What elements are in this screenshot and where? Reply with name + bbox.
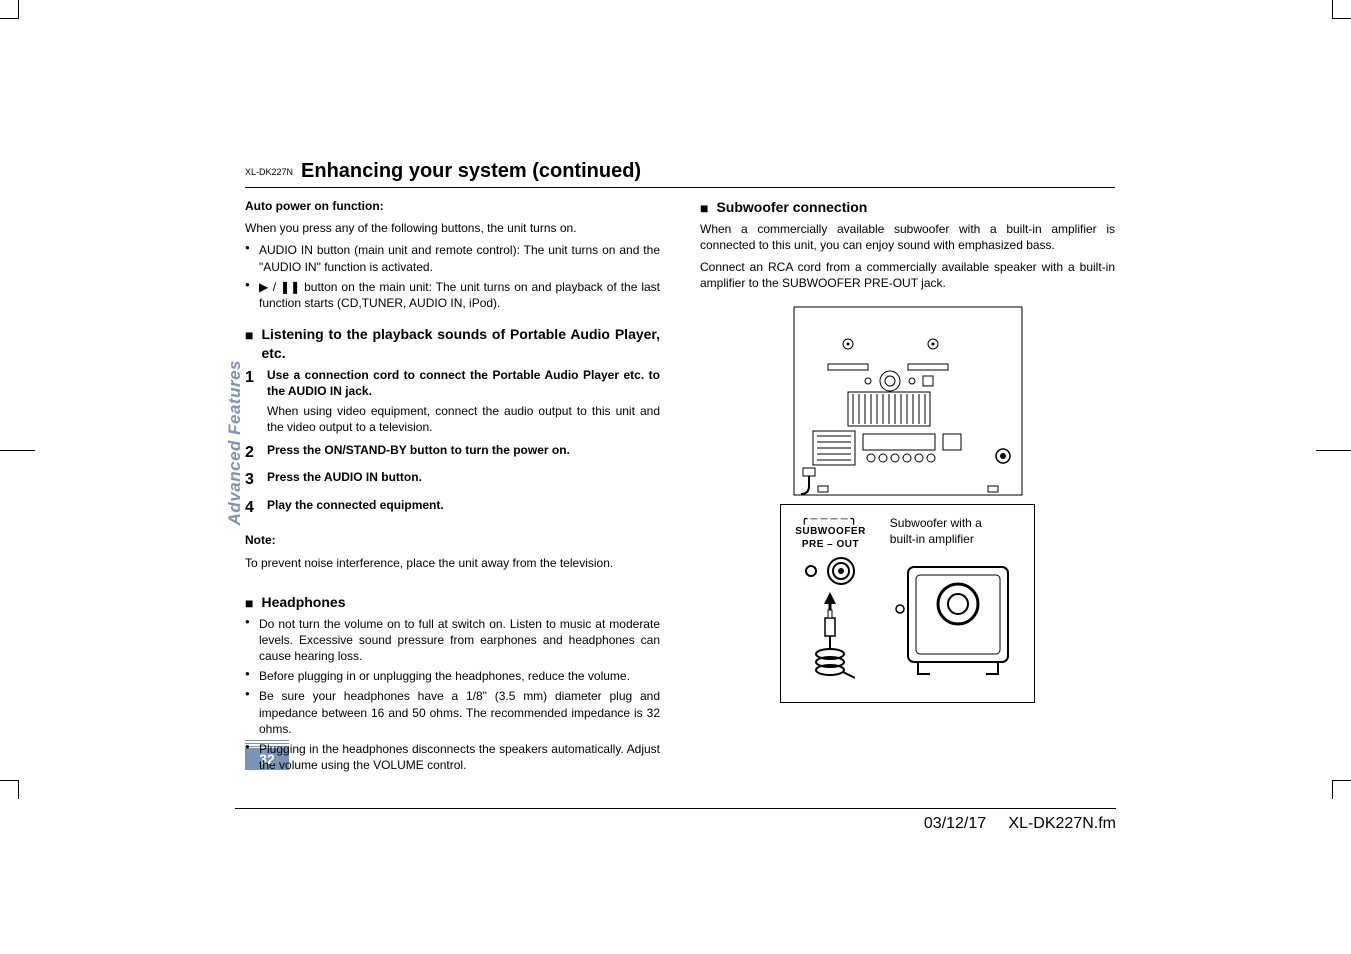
preout-label-top: SUBWOOFER (795, 525, 866, 539)
square-bullet-icon: ■ (245, 596, 253, 610)
headphones-bullets: Do not turn the volume on to full at swi… (245, 616, 660, 774)
preout-label-bottom: PRE – OUT (802, 538, 859, 552)
listening-heading: Listening to the playback sounds of Port… (261, 325, 660, 363)
step-title: Use a connection cord to connect the Por… (267, 367, 660, 399)
subwoofer-caption: Subwoofer with a built-in amplifier (890, 515, 982, 547)
subwoofer-speaker-icon (890, 559, 1020, 679)
rca-cable-icon (805, 592, 855, 692)
subwoofer-preout-box: ╭────╮ SUBWOOFER PRE – OUT (780, 504, 1035, 703)
page-title-row: XL-DK227N Enhancing your system (continu… (245, 160, 1115, 188)
note-label: Note: (245, 533, 276, 547)
listening-heading-row: ■ Listening to the playback sounds of Po… (245, 325, 660, 363)
subwoofer-caption-line1: Subwoofer with a (890, 516, 982, 530)
step-number: 2 (245, 442, 267, 464)
crop-tick (0, 450, 35, 451)
subwoofer-body1: When a commercially available subwoofer … (700, 221, 1115, 253)
crop-mark (1332, 0, 1351, 19)
subwoofer-caption-line2: built-in amplifier (890, 532, 974, 546)
list-item: ▶ / ❚❚ button on the main unit: The unit… (245, 279, 660, 311)
step-number: 1 (245, 367, 267, 436)
step-row: 2 Press the ON/STAND-BY button to turn t… (245, 442, 660, 464)
note-body: To prevent noise interference, place the… (245, 555, 660, 571)
subwoofer-heading: Subwoofer connection (716, 198, 867, 217)
step-number: 3 (245, 469, 267, 491)
square-bullet-icon: ■ (245, 328, 253, 342)
step-row: 3 Press the AUDIO IN button. (245, 469, 660, 491)
footer-date: 03/12/17 (924, 815, 986, 832)
step-title: Play the connected equipment. (267, 497, 660, 513)
square-bullet-icon: ■ (700, 201, 708, 215)
preout-label-block: ╭────╮ SUBWOOFER PRE – OUT (795, 515, 866, 692)
step-row: 4 Play the connected equipment. (245, 497, 660, 519)
list-item: Be sure your headphones have a 1/8" (3.5… (245, 688, 660, 737)
rear-panel-illustration (793, 306, 1023, 496)
crop-mark (1332, 780, 1351, 799)
side-tab-label: Advanced Features (225, 360, 245, 525)
headphones-heading: Headphones (261, 593, 345, 612)
step-title: Press the AUDIO IN button. (267, 469, 660, 485)
step-sub: When using video equipment, connect the … (267, 403, 660, 435)
subwoofer-heading-row: ■ Subwoofer connection (700, 198, 1115, 217)
footer-file: XL-DK227N.fm (1008, 815, 1116, 832)
crop-mark (0, 0, 19, 19)
auto-power-heading: Auto power on function: (245, 198, 660, 214)
list-item: AUDIO IN button (main unit and remote co… (245, 242, 660, 274)
list-item: Do not turn the volume on to full at swi… (245, 616, 660, 665)
indicator-dot-icon (804, 564, 818, 578)
subwoofer-body2: Connect an RCA cord from a commercially … (700, 259, 1115, 291)
step-row: 1 Use a connection cord to connect the P… (245, 367, 660, 436)
footer: 03/12/17 XL-DK227N.fm (235, 808, 1116, 833)
page-title: Enhancing your system (continued) (301, 160, 641, 183)
crop-mark (0, 780, 19, 799)
model-label: XL-DK227N (245, 167, 293, 177)
list-item: Plugging in the headphones disconnects t… (245, 741, 660, 773)
headphones-heading-row: ■ Headphones (245, 593, 660, 612)
list-item: Before plugging in or unplugging the hea… (245, 668, 660, 684)
auto-power-intro: When you press any of the following butt… (245, 220, 660, 236)
right-column: ■ Subwoofer connection When a commercial… (700, 198, 1115, 779)
crop-tick (1316, 450, 1351, 451)
step-title: Press the ON/STAND-BY button to turn the… (267, 442, 660, 458)
rca-jack-icon (826, 556, 856, 586)
left-column: Auto power on function: When you press a… (245, 198, 660, 779)
auto-power-bullets: AUDIO IN button (main unit and remote co… (245, 242, 660, 311)
bracket-icon: ╭────╮ (801, 515, 859, 525)
step-number: 4 (245, 497, 267, 519)
